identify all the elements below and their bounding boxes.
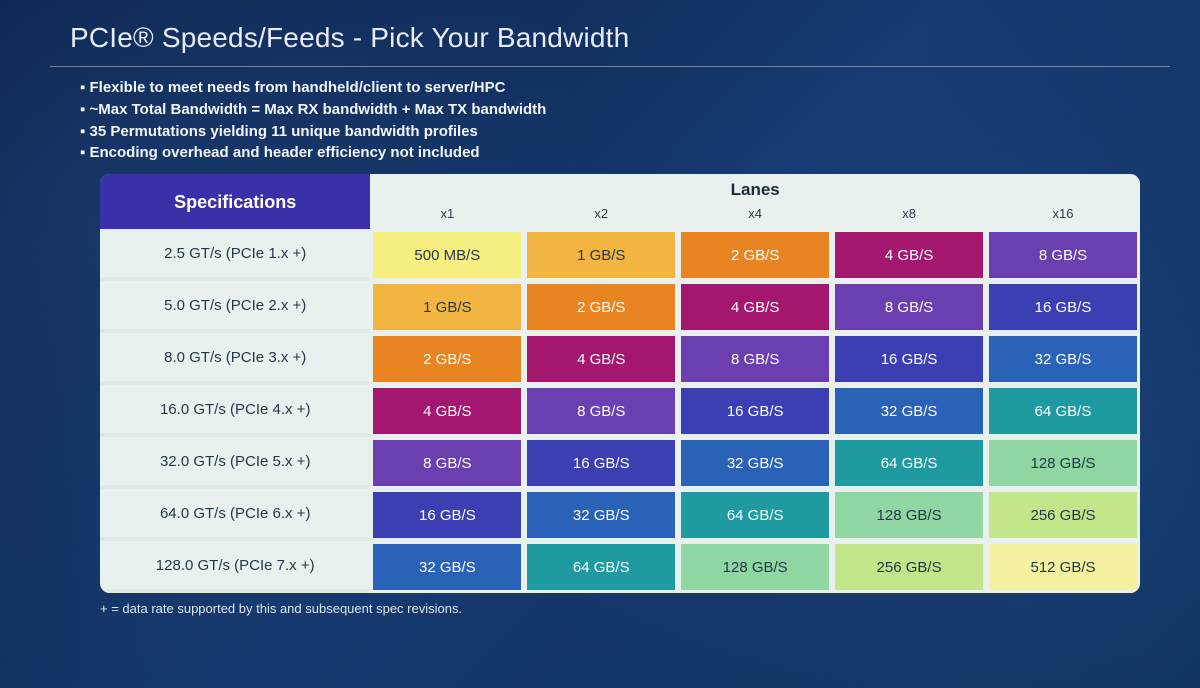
bandwidth-cell: 4 GB/S	[370, 385, 524, 437]
bandwidth-cell: 512 GB/S	[986, 541, 1140, 593]
lane-col-header: x1	[370, 204, 524, 229]
bandwidth-cell: 32 GB/S	[370, 541, 524, 593]
bullet-item: ~Max Total Bandwidth = Max RX bandwidth …	[80, 99, 1200, 121]
table-row: 32.0 GT/s (PCIe 5.x +)8 GB/S16 GB/S32 GB…	[100, 437, 1140, 489]
bandwidth-cell: 1 GB/S	[370, 281, 524, 333]
slide: PCIe® Speeds/Feeds - Pick Your Bandwidth…	[0, 14, 1200, 688]
table-row: 5.0 GT/s (PCIe 2.x +)1 GB/S2 GB/S4 GB/S8…	[100, 281, 1140, 333]
table-row: 64.0 GT/s (PCIe 6.x +)16 GB/S32 GB/S64 G…	[100, 489, 1140, 541]
bandwidth-cell: 32 GB/S	[986, 333, 1140, 385]
bandwidth-cell: 2 GB/S	[678, 229, 832, 281]
bandwidth-cell: 16 GB/S	[678, 385, 832, 437]
lane-col-header: x8	[832, 204, 986, 229]
bullet-item: Encoding overhead and header efficiency …	[80, 142, 1200, 164]
bandwidth-cell: 8 GB/S	[524, 385, 678, 437]
bandwidth-cell: 500 MB/S	[370, 229, 524, 281]
bandwidth-cell: 256 GB/S	[832, 541, 986, 593]
bandwidth-cell: 64 GB/S	[524, 541, 678, 593]
spec-cell: 64.0 GT/s (PCIe 6.x +)	[100, 489, 370, 541]
table-row: 2.5 GT/s (PCIe 1.x +)500 MB/S1 GB/S2 GB/…	[100, 229, 1140, 281]
bandwidth-cell: 128 GB/S	[986, 437, 1140, 489]
bandwidth-cell: 64 GB/S	[678, 489, 832, 541]
table-row: 128.0 GT/s (PCIe 7.x +)32 GB/S64 GB/S128…	[100, 541, 1140, 593]
bandwidth-cell: 4 GB/S	[524, 333, 678, 385]
bandwidth-cell: 4 GB/S	[678, 281, 832, 333]
bullet-item: Flexible to meet needs from handheld/cli…	[80, 77, 1200, 99]
bandwidth-cell: 16 GB/S	[370, 489, 524, 541]
bandwidth-cell: 32 GB/S	[832, 385, 986, 437]
bandwidth-cell: 128 GB/S	[832, 489, 986, 541]
table-head: Specifications Lanes x1 x2 x4 x8 x16	[100, 174, 1140, 229]
bandwidth-cell: 8 GB/S	[370, 437, 524, 489]
table-row: 8.0 GT/s (PCIe 3.x +)2 GB/S4 GB/S8 GB/S1…	[100, 333, 1140, 385]
lanes-header: Lanes	[370, 174, 1140, 204]
bandwidth-cell: 16 GB/S	[986, 281, 1140, 333]
spec-cell: 16.0 GT/s (PCIe 4.x +)	[100, 385, 370, 437]
bandwidth-cell: 256 GB/S	[986, 489, 1140, 541]
spec-cell: 5.0 GT/s (PCIe 2.x +)	[100, 281, 370, 333]
bandwidth-table: Specifications Lanes x1 x2 x4 x8 x16 2.5…	[100, 174, 1140, 593]
spec-header: Specifications	[100, 174, 370, 229]
bandwidth-cell: 128 GB/S	[678, 541, 832, 593]
table-body: 2.5 GT/s (PCIe 1.x +)500 MB/S1 GB/S2 GB/…	[100, 229, 1140, 593]
slide-title: PCIe® Speeds/Feeds - Pick Your Bandwidth	[70, 22, 1150, 54]
lane-col-header: x2	[524, 204, 678, 229]
bandwidth-cell: 2 GB/S	[370, 333, 524, 385]
bandwidth-cell: 16 GB/S	[832, 333, 986, 385]
title-bar: PCIe® Speeds/Feeds - Pick Your Bandwidth	[50, 14, 1170, 67]
spec-cell: 8.0 GT/s (PCIe 3.x +)	[100, 333, 370, 385]
bandwidth-cell: 16 GB/S	[524, 437, 678, 489]
spec-cell: 2.5 GT/s (PCIe 1.x +)	[100, 229, 370, 281]
bullet-list: Flexible to meet needs from handheld/cli…	[80, 77, 1200, 164]
table-row: 16.0 GT/s (PCIe 4.x +)4 GB/S8 GB/S16 GB/…	[100, 385, 1140, 437]
bandwidth-cell: 2 GB/S	[524, 281, 678, 333]
bandwidth-table-wrap: Specifications Lanes x1 x2 x4 x8 x16 2.5…	[100, 174, 1140, 593]
bandwidth-cell: 64 GB/S	[986, 385, 1140, 437]
lane-col-header: x4	[678, 204, 832, 229]
spec-cell: 128.0 GT/s (PCIe 7.x +)	[100, 541, 370, 593]
bandwidth-cell: 1 GB/S	[524, 229, 678, 281]
footnote: + = data rate supported by this and subs…	[100, 601, 1200, 616]
bullet-item: 35 Permutations yielding 11 unique bandw…	[80, 121, 1200, 143]
bandwidth-cell: 32 GB/S	[678, 437, 832, 489]
bandwidth-cell: 8 GB/S	[678, 333, 832, 385]
spec-cell: 32.0 GT/s (PCIe 5.x +)	[100, 437, 370, 489]
bandwidth-cell: 32 GB/S	[524, 489, 678, 541]
lane-col-header: x16	[986, 204, 1140, 229]
bandwidth-cell: 4 GB/S	[832, 229, 986, 281]
bandwidth-cell: 8 GB/S	[832, 281, 986, 333]
bandwidth-cell: 8 GB/S	[986, 229, 1140, 281]
bandwidth-cell: 64 GB/S	[832, 437, 986, 489]
